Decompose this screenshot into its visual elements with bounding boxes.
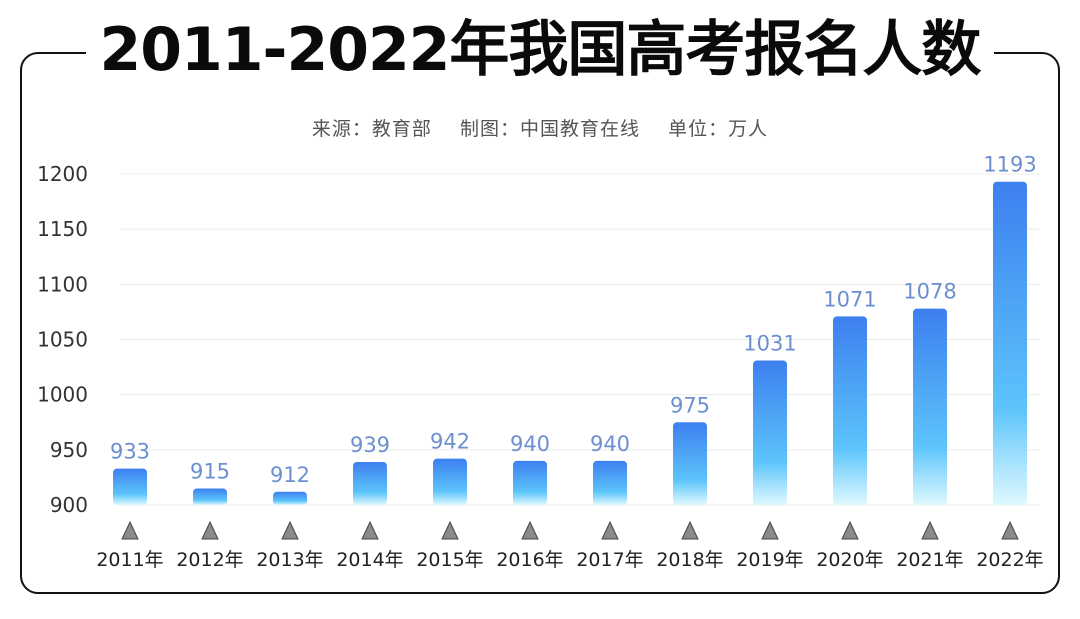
x-tick-label: 2016年 <box>496 549 563 571</box>
bar <box>753 360 787 505</box>
triangle-marker-icon <box>121 520 139 540</box>
bar <box>353 461 387 505</box>
y-tick-label: 1000 <box>37 383 88 407</box>
bar <box>593 460 627 505</box>
data-label: 939 <box>350 433 390 457</box>
bar <box>273 491 307 505</box>
x-tick-label: 2020年 <box>816 549 883 571</box>
triangle-marker-icon <box>441 520 459 540</box>
data-label: 1071 <box>823 287 876 311</box>
x-tick-label: 2022年 <box>976 549 1043 571</box>
triangle-marker-icon <box>601 520 619 540</box>
x-tick-label: 2021年 <box>896 549 963 571</box>
y-axis: 900 950 1000 1050 1100 1150 1200 <box>37 162 88 517</box>
bars: 933 915 912 939 942 940 940 975 1031 1071 1078 1193 <box>110 153 1037 505</box>
y-tick-label: 1200 <box>37 162 88 186</box>
triangle-marker-icon <box>1001 520 1019 540</box>
x-axis: 2011年 2012年 2013年 2014年 2015年 2016年 2017年 2018年… <box>96 520 1044 571</box>
x-tick-label: 2015年 <box>416 549 483 571</box>
triangle-marker-icon <box>521 520 539 540</box>
data-label: 915 <box>190 459 230 483</box>
bar <box>433 458 467 505</box>
chart-subtitle: 来源：教育部 制图：中国教育在线 单位：万人 <box>311 118 769 140</box>
bar <box>673 422 707 505</box>
bar <box>193 488 227 505</box>
data-label: 1193 <box>983 153 1036 177</box>
x-tick-label: 2014年 <box>336 549 403 571</box>
triangle-marker-icon <box>201 520 219 540</box>
x-tick-label: 2011年 <box>96 549 163 571</box>
data-label: 942 <box>430 430 470 454</box>
data-label: 933 <box>110 440 150 464</box>
triangle-marker-icon <box>361 520 379 540</box>
data-label: 1078 <box>903 280 956 304</box>
bar <box>913 308 947 505</box>
data-label: 940 <box>510 432 550 456</box>
data-label: 912 <box>270 463 310 487</box>
x-tick-label: 2017年 <box>576 549 643 571</box>
triangle-marker-icon <box>281 520 299 540</box>
triangle-marker-icon <box>921 520 939 540</box>
y-tick-label: 1100 <box>37 272 88 296</box>
x-tick-label: 2019年 <box>736 549 803 571</box>
y-tick-label: 950 <box>50 438 88 462</box>
x-tick-label: 2018年 <box>656 549 723 571</box>
x-tick-label: 2012年 <box>176 549 243 571</box>
triangle-marker-icon <box>761 520 779 540</box>
y-tick-label: 900 <box>50 493 88 517</box>
triangle-marker-icon <box>841 520 859 540</box>
y-tick-label: 1050 <box>37 328 88 352</box>
bar <box>993 181 1027 505</box>
bar <box>113 468 147 505</box>
gridlines <box>120 173 1040 506</box>
chart-title: 2011-2022年我国高考报名人数 <box>0 10 1080 90</box>
y-tick-label: 1150 <box>37 217 88 241</box>
data-label: 940 <box>590 432 630 456</box>
x-tick-label: 2013年 <box>256 549 323 571</box>
triangle-marker-icon <box>681 520 699 540</box>
data-label: 975 <box>670 393 710 417</box>
bar <box>833 316 867 505</box>
data-label: 1031 <box>743 331 796 355</box>
bar <box>513 460 547 505</box>
